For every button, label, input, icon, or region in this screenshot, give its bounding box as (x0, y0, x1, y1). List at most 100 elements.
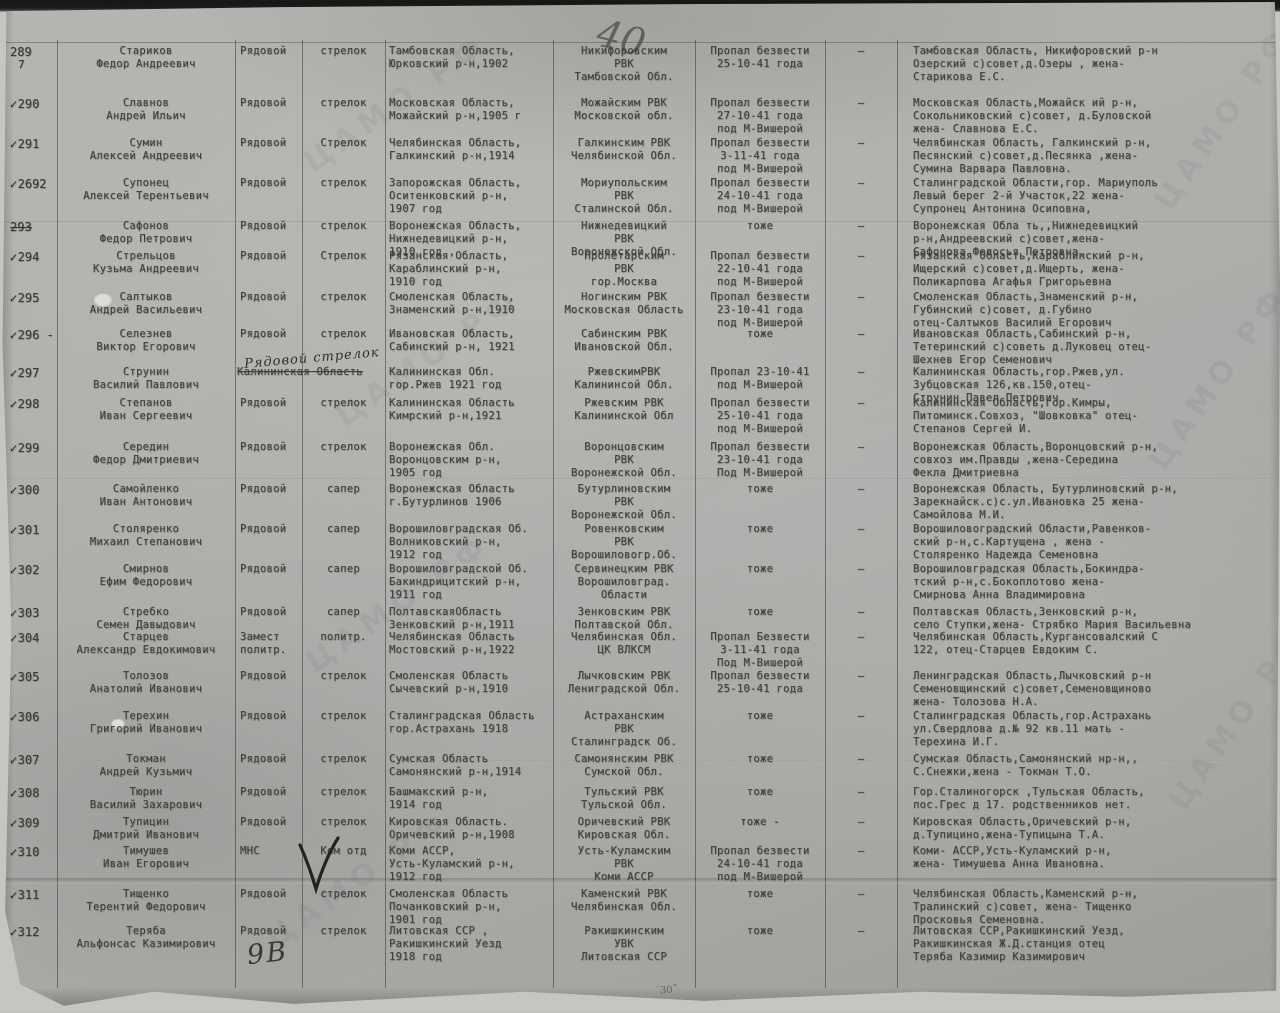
status-cell: Пропал безвести 27-10-41 года под М-Више… (710, 97, 810, 136)
check-mark-icon: ✓ (8, 923, 18, 941)
birthplace-cell: Челябинская Область, Галкинский р-н,1914 (389, 137, 522, 163)
family-info-cell: Воронежская Область, Бутурлиновский р-н,… (913, 483, 1178, 522)
specialty-cell: стрелок (320, 177, 367, 189)
specialty-cell: стрелок (320, 291, 367, 303)
status-cell: Пропал безвести 25-10-41 года (710, 45, 810, 71)
dash-cell: – (857, 137, 865, 149)
handwritten-bottom-mark: 9В (245, 935, 290, 972)
column-rule (553, 40, 554, 988)
row-number: 308 (17, 786, 40, 800)
specialty-cell: Стрелок (320, 250, 367, 262)
specialty-cell: стрелок (320, 220, 367, 232)
military-commissariat-cell: Можайским РВК Московской обл. (574, 97, 674, 123)
status-cell: тоже (746, 563, 774, 575)
row-number: 312 (17, 925, 40, 939)
dash-cell: – (857, 523, 865, 535)
rank-cell: Рядовой (240, 710, 287, 722)
dash-cell: – (857, 291, 865, 303)
family-info-cell: Ленинградская Область,Лычковский р-н Сем… (913, 670, 1152, 709)
soldier-name-cell: Тупицин Дмитрий Иванович (93, 816, 199, 842)
status-cell: Пропал безвести 24-10-41 года под М-Више… (710, 845, 810, 884)
dash-cell: – (857, 786, 865, 798)
row-number: 307 (17, 753, 40, 767)
dash-cell: – (857, 366, 865, 378)
birthplace-cell: Ворошиловградская Об. Волниковский р-н, … (389, 523, 529, 562)
column-rule (302, 40, 303, 988)
dash-cell: – (857, 250, 865, 262)
row-number-cell: ✓309 (3, 815, 67, 832)
rank-cell: Рядовой (240, 97, 287, 109)
row-number-cell: ✓303 (3, 604, 67, 622)
dash-cell: – (857, 441, 865, 453)
military-commissariat-cell: Астраханским РВК Сталинградск Об. (571, 710, 677, 749)
rank-cell: МНС (240, 845, 260, 857)
specialty-cell: сапер (326, 606, 361, 618)
check-mark-icon: ✓ (8, 604, 18, 622)
rank-cell: Рядовой (240, 523, 287, 535)
status-cell: Пропал безвести 22-10-41 года под М-Више… (710, 250, 810, 289)
dash-cell: – (857, 328, 865, 340)
specialty-cell: сапер (326, 563, 361, 575)
military-commissariat-cell: Мориупольским РВК Сталинской Обл. (574, 177, 674, 216)
check-mark-icon: ✓ (8, 784, 18, 802)
row-number-cell: ✓299 (3, 440, 67, 457)
row-number: 305 (17, 670, 40, 684)
row-number: 303 (17, 606, 40, 620)
row-number: 301 (17, 523, 40, 537)
specialty-cell: стрелок (320, 816, 367, 828)
dash-cell: – (857, 888, 865, 900)
specialty-cell: стрелок (320, 45, 367, 57)
row-number: 299 (17, 441, 40, 455)
family-info-cell: Полтавская Область,Зенковский р-н, село … (913, 606, 1192, 632)
specialty-cell: стрелок (320, 670, 367, 682)
check-mark-icon: ✓ (8, 326, 18, 344)
row-number-cell: ✓310 (3, 844, 67, 861)
soldier-name-cell: Старцев Александр Евдокимович (76, 631, 216, 657)
dash-cell: – (857, 177, 865, 189)
dash-cell: – (857, 397, 865, 409)
struck-through-text: Калининская Область (237, 366, 363, 378)
specialty-cell: стрелок (320, 888, 367, 900)
family-info-cell: Калининская Область,гор.Кимры, Питоминск… (913, 397, 1139, 436)
family-info-cell: Литовская ССР,Ракишкинский Уезд, Ракишки… (913, 925, 1125, 964)
row-number: 291 (17, 137, 40, 151)
rank-cell: Рядовой (240, 397, 287, 409)
soldier-name-cell: Стрельцов Кузьма Андреевич (93, 250, 199, 276)
row-number-cell: ✓304 (3, 630, 67, 647)
row-number-cell: ✓298 (3, 396, 67, 413)
check-mark-icon: ✓ (8, 481, 18, 499)
rank-cell: Рядовой (240, 441, 287, 453)
soldier-name-cell: Сафонов Федор Петрович (99, 220, 193, 246)
family-info-cell: Ворошиловоградский Области,Равенков- ски… (913, 523, 1152, 562)
military-commissariat-cell: Ржевским РВК Калининской Обл (574, 397, 674, 423)
family-info-cell: Сталинградской Области,гор. Мариуполь Ле… (913, 177, 1158, 216)
birthplace-cell: Калининская Область Кимрский р-н,1921 (389, 397, 515, 423)
row-number-cell: ✓2692 (3, 176, 67, 193)
column-rule (695, 40, 696, 988)
row-number: 2692 (17, 177, 47, 191)
birthplace-cell: Сталинградская Область гор.Астрахань 191… (389, 710, 535, 736)
family-info-cell: Сталинградская Область,гор.Астрахань ул.… (913, 710, 1152, 749)
soldier-name-cell: Тимушев Иван Егорович (102, 845, 190, 871)
handwritten-scribble: ´30˚ (654, 984, 679, 997)
row-number: 302 (17, 563, 40, 577)
status-cell: тоже (746, 925, 774, 937)
table-top-rule (2, 42, 1280, 43)
check-mark-icon: ✓ (8, 886, 18, 904)
family-info-cell: Кировская Область,Оричевский р-н, д.Тупи… (913, 816, 1132, 842)
specialty-cell: стрелок (320, 328, 367, 340)
soldier-name-cell: Толозов Анатолий Иванович (89, 670, 203, 696)
family-info-cell: Челябинская Область, Галкинский р-н, Пес… (913, 137, 1152, 176)
military-commissariat-cell: Сервинецким РВК Ворошиловград. Области (574, 563, 674, 602)
row-number-cell: 293 (3, 220, 67, 235)
specialty-cell: стрелок (320, 786, 367, 798)
scan-edge-shadow (2, 987, 1280, 1006)
row-number: 289 (10, 45, 32, 59)
check-mark-icon: ✓ (8, 521, 18, 539)
military-commissariat-cell: Бутурлиновским РВК Воронежской Обл. (571, 483, 677, 522)
check-mark-icon: ✓ (8, 364, 18, 382)
rank-cell: Рядовой (240, 888, 287, 900)
family-info-cell: Гор.Сталиногорск ,Тульская Область, пос.… (913, 786, 1145, 812)
family-info-cell: Смоленская Область,Знаменский р-н, Губин… (913, 291, 1139, 330)
